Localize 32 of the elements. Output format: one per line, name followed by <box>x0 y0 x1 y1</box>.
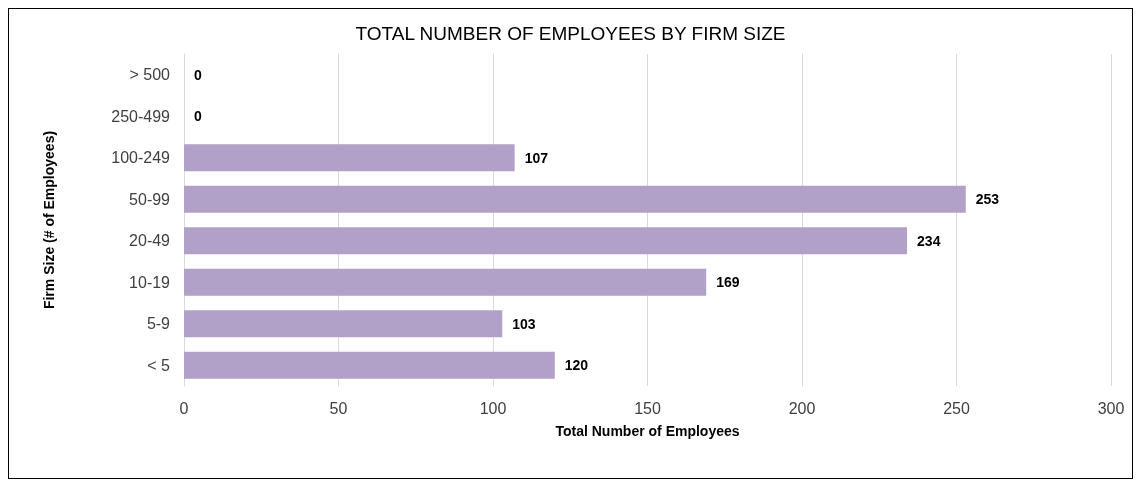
y-tick-label: 10-19 <box>129 273 171 291</box>
data-label: 0 <box>194 108 202 125</box>
data-label: 169 <box>716 274 740 291</box>
y-tick-label: 20-49 <box>129 232 171 250</box>
y-tick-label: 5-9 <box>146 315 171 333</box>
chart-title: TOTAL NUMBER OF EMPLOYEES BY FIRM SIZE <box>355 23 786 44</box>
data-label: 0 <box>194 66 202 83</box>
bar <box>184 268 707 296</box>
bar <box>184 227 908 255</box>
data-label: 253 <box>975 191 1000 208</box>
data-label: 103 <box>512 315 536 332</box>
y-tick-label: > 500 <box>129 66 171 84</box>
data-label: 234 <box>917 232 941 249</box>
y-axis-title: Firm Size (# of Employees) <box>41 130 57 310</box>
y-tick-label: 250-499 <box>111 107 171 125</box>
x-axis-title: Total Number of Employees <box>555 423 740 439</box>
x-tick-label: 100 <box>479 399 507 417</box>
x-tick-label: 300 <box>1097 399 1125 417</box>
x-tick-label: 0 <box>179 399 189 417</box>
x-tick-label: 50 <box>329 399 348 417</box>
bar <box>184 310 503 338</box>
x-tick-label: 250 <box>943 399 970 417</box>
data-label: 120 <box>564 357 589 374</box>
x-tick-label: 200 <box>788 399 816 417</box>
x-tick-label: 150 <box>634 399 661 417</box>
y-tick-label: < 5 <box>147 356 171 374</box>
data-label: 107 <box>524 149 549 166</box>
bar <box>184 144 515 172</box>
y-tick-label: 100-249 <box>111 149 171 167</box>
bar <box>184 351 555 379</box>
y-tick-label: 50-99 <box>129 190 171 208</box>
bar <box>184 185 966 213</box>
